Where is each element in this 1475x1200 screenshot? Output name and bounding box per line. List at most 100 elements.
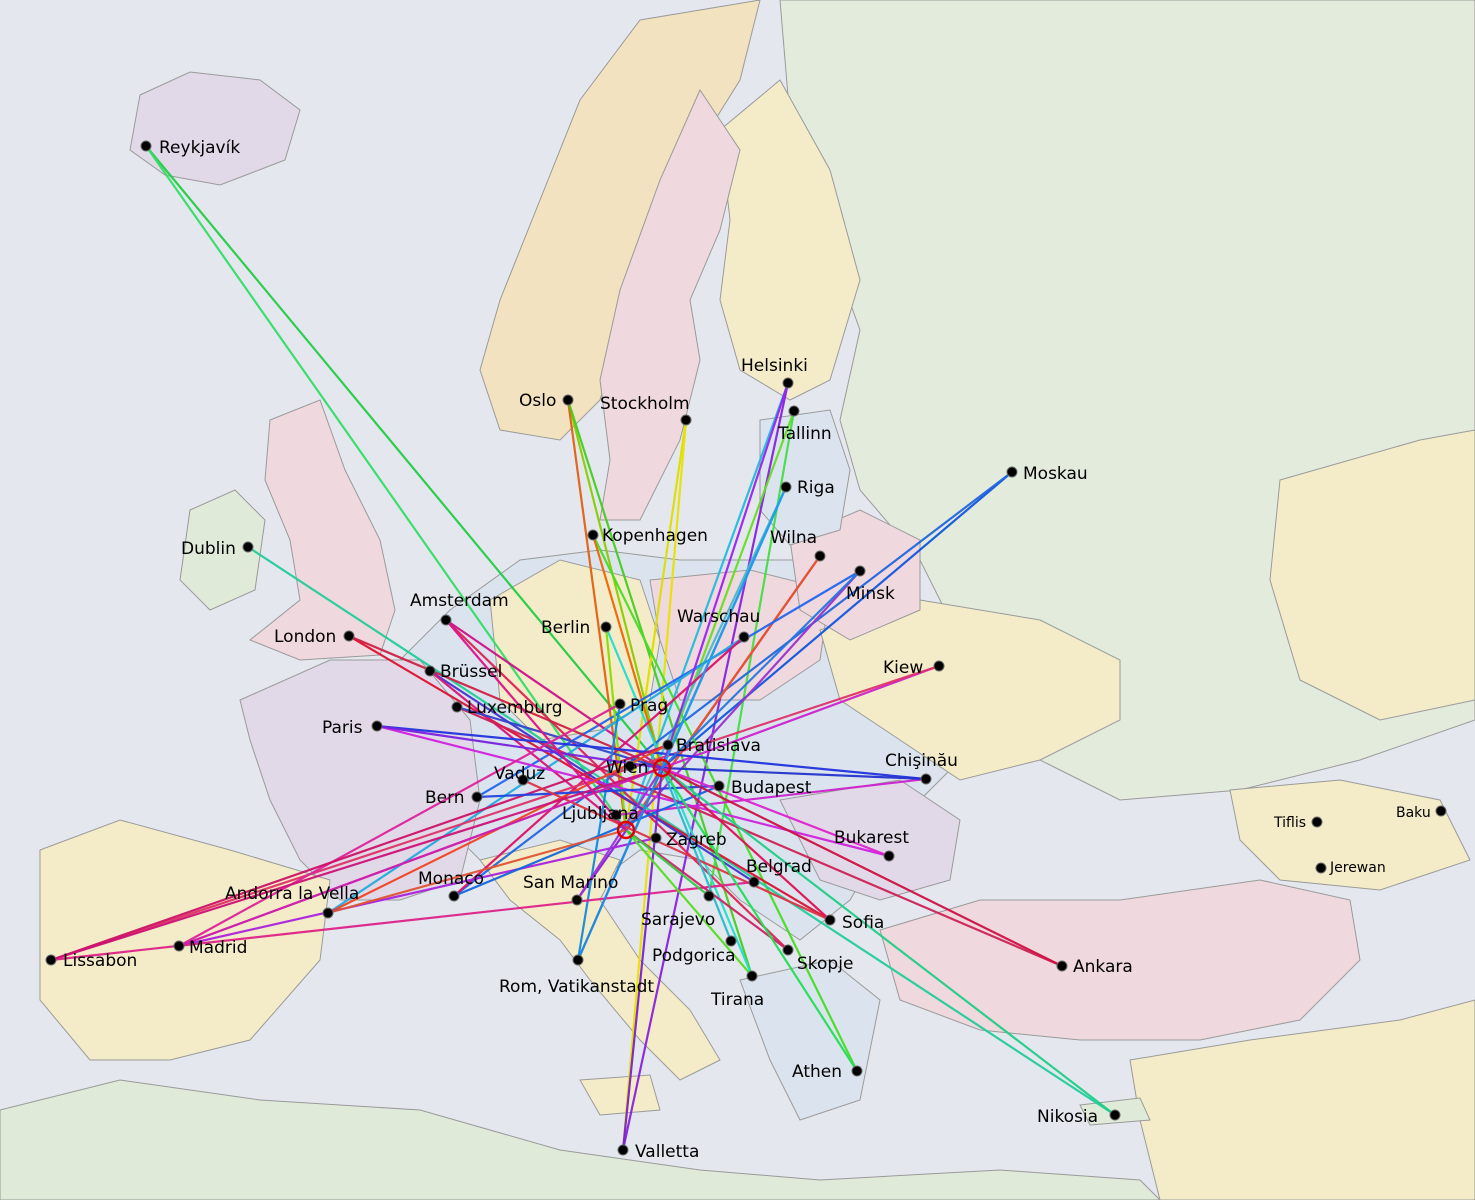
city-zagreb[interactable]: Zagreb — [650, 830, 727, 850]
city-dot-luxemburg[interactable] — [451, 701, 463, 713]
city-dot-kiew[interactable] — [933, 660, 945, 672]
city-moskau[interactable]: Moskau — [1006, 464, 1088, 484]
city-ankara[interactable]: Ankara — [1056, 957, 1133, 977]
city-reykjavik[interactable]: Reykjavík — [140, 138, 240, 158]
city-dot-athen[interactable] — [851, 1065, 863, 1077]
city-madrid[interactable]: Madrid — [173, 938, 247, 958]
city-prag[interactable]: Prag — [614, 696, 668, 716]
city-dot-amsterdam[interactable] — [440, 614, 452, 626]
city-dot-sarajevo[interactable] — [703, 890, 715, 902]
city-monaco[interactable]: Monaco — [418, 869, 484, 902]
city-dot-tallinn[interactable] — [788, 405, 800, 417]
city-dot-bukarest[interactable] — [883, 850, 895, 862]
city-dot-warschau[interactable] — [738, 631, 750, 643]
city-dot-lissabon[interactable] — [45, 954, 57, 966]
city-kopenhagen[interactable]: Kopenhagen — [587, 526, 708, 546]
city-dot-nikosia[interactable] — [1109, 1109, 1121, 1121]
city-bratislava[interactable]: Bratislava — [662, 736, 761, 756]
city-podgorica[interactable]: Podgorica — [652, 935, 737, 966]
city-jerewan[interactable]: Jerewan — [1315, 860, 1386, 876]
city-dot-andorra[interactable] — [322, 907, 334, 919]
city-skopje[interactable]: Skopje — [782, 944, 853, 974]
city-bukarest[interactable]: Bukarest — [834, 828, 909, 862]
city-andorra[interactable]: Andorra la Vella — [225, 884, 359, 919]
city-bern[interactable]: Bern — [425, 788, 483, 808]
city-dot-chisinau[interactable] — [920, 773, 932, 785]
city-helsinki[interactable]: Helsinki — [741, 356, 808, 389]
city-oslo[interactable]: Oslo — [519, 391, 574, 411]
city-dot-kopenhagen[interactable] — [587, 529, 599, 541]
city-stockholm[interactable]: Stockholm — [600, 394, 692, 426]
city-sarajevo[interactable]: Sarajevo — [641, 890, 715, 930]
city-wien[interactable]: Wien — [606, 758, 648, 778]
city-dot-vaduz[interactable] — [517, 774, 529, 786]
city-dot-berlin[interactable] — [600, 621, 612, 633]
city-dot-skopje[interactable] — [782, 944, 794, 956]
city-dot-oslo[interactable] — [562, 394, 574, 406]
city-dot-bratislava[interactable] — [662, 739, 674, 751]
city-dot-helsinki[interactable] — [782, 377, 794, 389]
city-dot-ankara[interactable] — [1056, 960, 1068, 972]
city-dot-reykjavik[interactable] — [140, 140, 152, 152]
city-luxemburg[interactable]: Luxemburg — [451, 698, 563, 718]
city-dublin[interactable]: Dublin — [181, 539, 254, 559]
city-dot-bruessel[interactable] — [424, 665, 436, 677]
city-dot-tiflis[interactable] — [1311, 816, 1323, 828]
city-sofia[interactable]: Sofia — [824, 913, 884, 933]
city-dot-tirana[interactable] — [746, 970, 758, 982]
city-dot-ljubljana[interactable] — [610, 809, 622, 821]
city-dot-london[interactable] — [343, 630, 355, 642]
city-dot-sanmarino[interactable] — [571, 894, 583, 906]
city-dot-jerewan[interactable] — [1315, 862, 1327, 874]
city-dot-madrid[interactable] — [173, 940, 185, 952]
city-wilna[interactable]: Wilna — [770, 528, 826, 562]
city-athen[interactable]: Athen — [792, 1062, 863, 1082]
city-berlin[interactable]: Berlin — [541, 618, 612, 638]
city-dot-valletta[interactable] — [617, 1144, 629, 1156]
city-dot-podgorica[interactable] — [725, 935, 737, 947]
city-ljubljana[interactable]: Ljubljana — [562, 804, 639, 824]
city-dot-rom[interactable] — [572, 954, 584, 966]
city-sanmarino[interactable]: San Marino — [523, 873, 618, 906]
city-paris[interactable]: Paris — [322, 718, 383, 738]
city-nikosia[interactable]: Nikosia — [1037, 1107, 1121, 1127]
city-lissabon[interactable]: Lissabon — [45, 951, 137, 971]
city-budapest[interactable]: Budapest — [713, 778, 812, 798]
city-dot-stockholm[interactable] — [680, 414, 692, 426]
city-london[interactable]: London — [274, 627, 355, 647]
city-dot-paris[interactable] — [371, 720, 383, 732]
city-baku[interactable]: Baku — [1396, 805, 1447, 821]
city-tirana[interactable]: Tirana — [710, 970, 764, 1010]
city-dot-riga[interactable] — [780, 481, 792, 493]
city-warschau[interactable]: Warschau — [677, 607, 760, 643]
city-dot-baku[interactable] — [1435, 805, 1447, 817]
city-dot-minsk[interactable] — [854, 565, 866, 577]
route-andorra-hub-slovenia — [326, 828, 628, 915]
hub-slovenia-marker[interactable] — [616, 820, 636, 840]
city-tiflis[interactable]: Tiflis — [1273, 815, 1323, 831]
city-belgrad[interactable]: Belgrad — [746, 857, 812, 888]
hub-austria-marker[interactable] — [652, 758, 672, 778]
city-bruessel[interactable]: Brüssel — [424, 662, 502, 682]
city-dot-belgrad[interactable] — [748, 876, 760, 888]
city-chisinau[interactable]: Chişinău — [885, 751, 958, 785]
city-rom[interactable]: Rom, Vatikanstadt — [499, 954, 654, 997]
city-dot-sofia[interactable] — [824, 914, 836, 926]
city-kiew[interactable]: Kiew — [883, 658, 945, 678]
city-dot-budapest[interactable] — [713, 780, 725, 792]
city-dot-monaco[interactable] — [448, 890, 460, 902]
city-dot-bern[interactable] — [471, 791, 483, 803]
city-dot-zagreb[interactable] — [650, 832, 662, 844]
city-vaduz[interactable]: Vaduz — [494, 764, 545, 786]
city-dot-prag[interactable] — [614, 698, 626, 710]
city-amsterdam[interactable]: Amsterdam — [410, 591, 509, 626]
city-dot-dublin[interactable] — [242, 541, 254, 553]
city-dot-wien[interactable] — [624, 760, 636, 772]
city-riga[interactable]: Riga — [780, 478, 835, 498]
city-dot-wilna[interactable] — [814, 550, 826, 562]
city-valletta[interactable]: Valletta — [617, 1142, 699, 1162]
city-minsk[interactable]: Minsk — [846, 565, 895, 604]
city-dot-moskau[interactable] — [1006, 466, 1018, 478]
city-tallinn[interactable]: Tallinn — [777, 405, 832, 444]
